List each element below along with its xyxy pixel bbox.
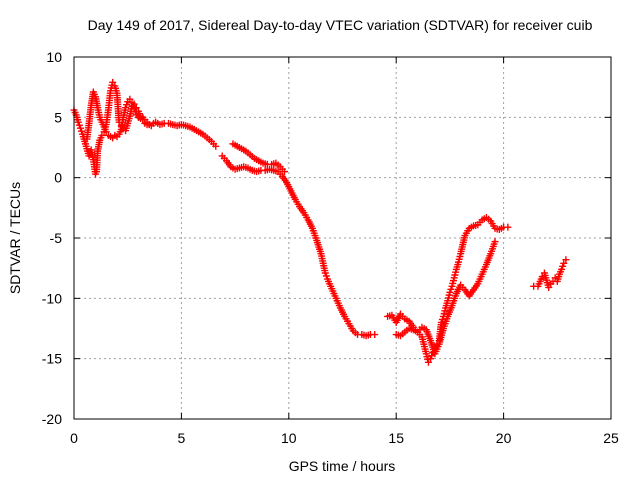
x-tick-label: 25 [603,430,619,446]
y-tick-label: -20 [42,411,62,427]
data-point [504,223,512,231]
data-point [98,131,106,139]
plot-frame [73,56,612,420]
y-tick-label: 5 [54,109,62,125]
x-tick-label: 10 [281,430,297,446]
x-axis-label: GPS time / hours [289,458,396,474]
data-point [371,331,379,339]
y-tick-label: 0 [54,170,62,186]
data-point [126,95,134,103]
x-tick-label: 15 [388,430,404,446]
chart-title: Day 149 of 2017, Sidereal Day-to-day VTE… [88,17,593,33]
y-tick-label: -10 [42,290,62,306]
data-point [281,168,289,176]
x-tick-label: 20 [496,430,512,446]
y-tick-label: -15 [42,351,62,367]
data-point [145,121,153,129]
data-point [560,259,568,267]
x-tick-label: 5 [178,430,186,446]
data-point [102,128,110,136]
y-axis-label: SDTVAR / TECUs [7,182,23,294]
grid [74,57,611,419]
axis-ticks: 0 5 10 15 20 25 -20 -15 -10 -5 0 5 10 [42,49,619,446]
x-tick-label: 0 [70,430,78,446]
data-point [212,142,220,150]
data-point [491,238,499,246]
data-point [545,283,553,291]
data-point [424,358,432,366]
data-markers [70,78,570,366]
y-tick-label: -5 [50,230,63,246]
data-point [562,256,570,264]
y-tick-label: 10 [46,49,62,65]
data-point [109,78,117,86]
